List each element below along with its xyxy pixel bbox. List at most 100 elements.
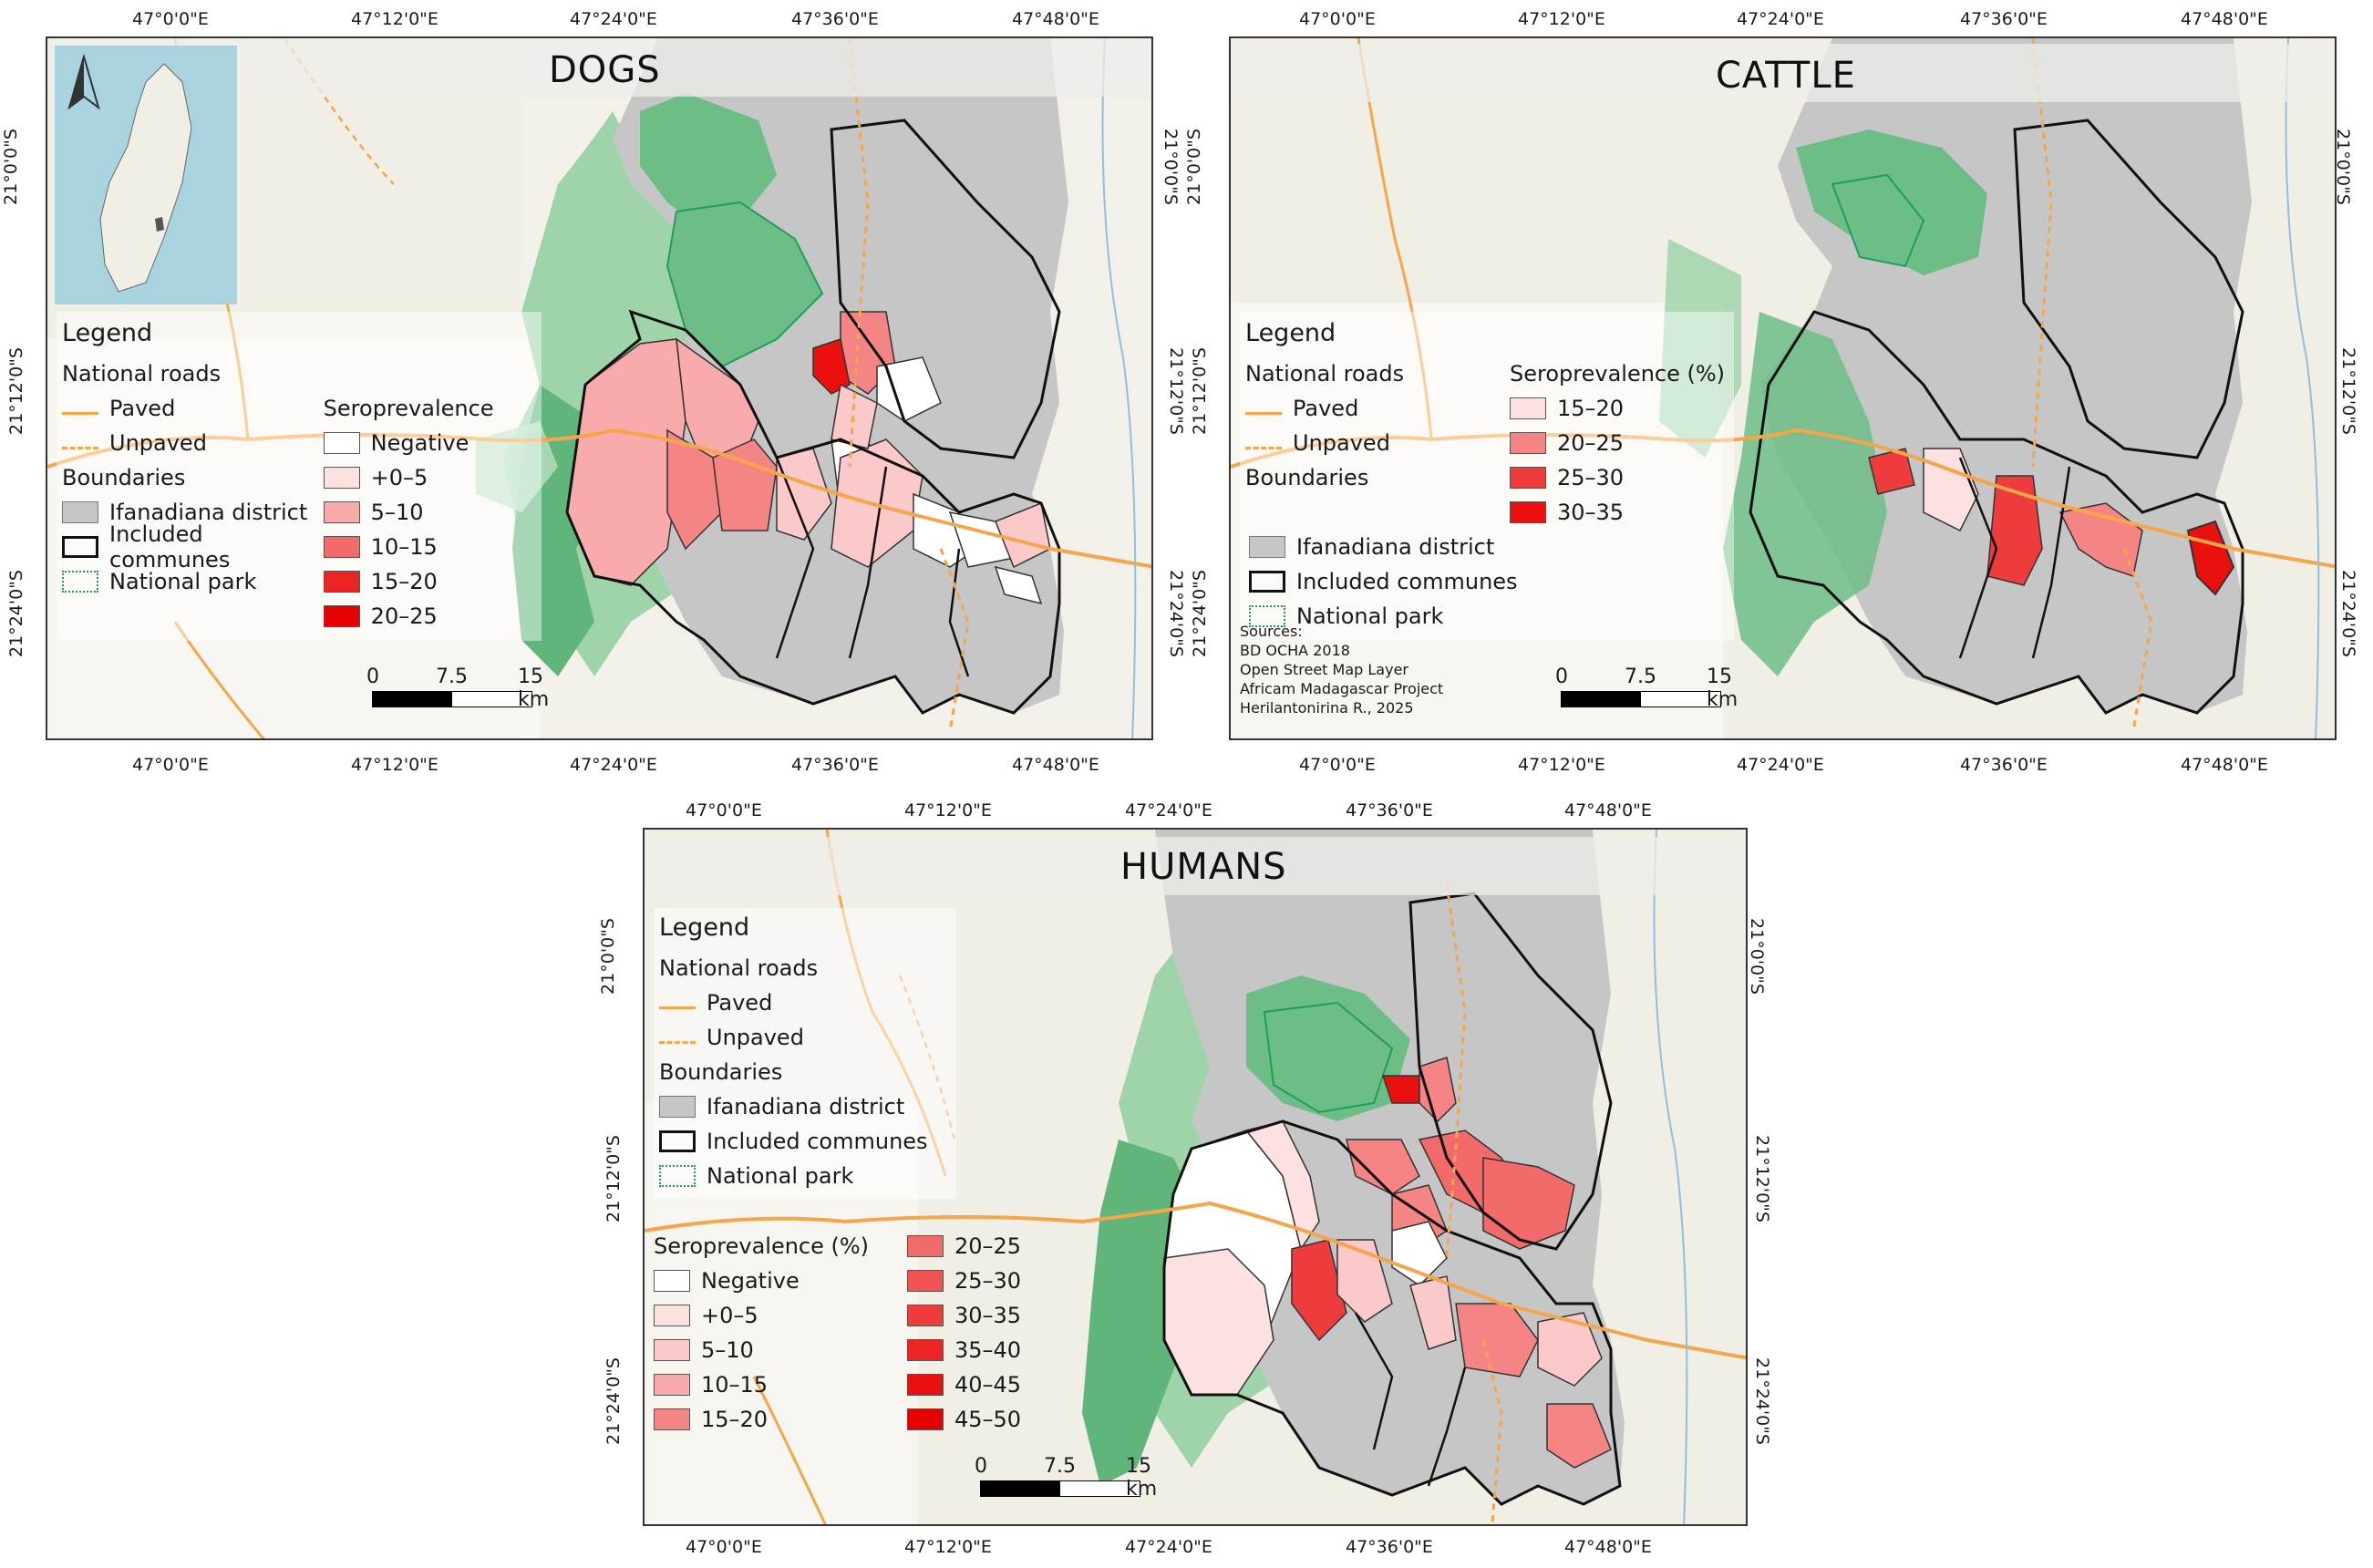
legend: Legend National roads Paved Unpaved Boun… bbox=[1240, 312, 1734, 641]
lon-tick: 47°24'0"E bbox=[570, 755, 657, 775]
unpaved-road-symbol bbox=[62, 437, 98, 449]
communes-symbol bbox=[659, 1130, 696, 1152]
sources-line: Open Street Map Layer bbox=[1240, 661, 1408, 678]
lon-tick: 47°0'0"E bbox=[1299, 9, 1376, 29]
paved-road-symbol bbox=[1245, 402, 1282, 415]
class-label: 15–20 bbox=[1557, 396, 1625, 421]
lat-tick: 21°0'0"S bbox=[1160, 129, 1181, 205]
sources-note: Sources: BD OCHA 2018 Open Street Map La… bbox=[1240, 622, 1443, 717]
scale-label: 7.5 bbox=[1625, 665, 1656, 688]
lat-tick: 21°24'0"S bbox=[603, 1357, 624, 1445]
lon-tick: 47°24'0"E bbox=[1737, 755, 1824, 775]
boundaries-heading: Boundaries bbox=[659, 1059, 783, 1085]
class-label: 10–15 bbox=[370, 534, 438, 560]
scale-label: 7.5 bbox=[436, 665, 468, 688]
sources-line: Herilantonirina R., 2025 bbox=[1240, 699, 1414, 717]
class-label: 15–20 bbox=[701, 1407, 769, 1432]
district-symbol bbox=[62, 501, 98, 523]
legend: Legend National roads Paved Unpaved Boun… bbox=[654, 908, 956, 1199]
seroprevalence-legend: Seroprevalence (%) Negative +0–5 5–10 10… bbox=[654, 1229, 927, 1437]
lon-tick: 47°24'0"E bbox=[1125, 800, 1212, 820]
sources-line: BD OCHA 2018 bbox=[1240, 642, 1350, 659]
seroprevalence-heading: Seroprevalence (%) bbox=[1510, 361, 1726, 387]
humans-map-frame: HUMANS Legend National roads Paved Unpav… bbox=[643, 828, 1748, 1526]
lat-tick: 21°12'0"S bbox=[2337, 347, 2358, 435]
title-band bbox=[645, 837, 1746, 895]
lon-tick: 47°12'0"E bbox=[351, 755, 438, 775]
scale-label: 15 km bbox=[1707, 665, 1738, 711]
class-swatch bbox=[907, 1339, 944, 1361]
class-label: Negative bbox=[370, 430, 469, 456]
class-swatch bbox=[907, 1235, 944, 1257]
lon-tick: 47°12'0"E bbox=[904, 1537, 992, 1557]
title-band bbox=[1231, 44, 2335, 102]
class-label: 25–30 bbox=[1557, 465, 1625, 490]
paved-label: Paved bbox=[707, 990, 773, 1016]
communes-label: Included communes bbox=[1296, 569, 1518, 594]
lon-tick: 47°12'0"E bbox=[351, 9, 438, 29]
park-symbol bbox=[1249, 605, 1285, 627]
lon-tick: 47°48'0"E bbox=[2181, 755, 2268, 775]
class-swatch bbox=[1510, 397, 1546, 419]
class-label: 45–50 bbox=[954, 1407, 1022, 1432]
scale-label: 0 bbox=[366, 665, 379, 688]
lon-tick: 47°12'0"E bbox=[904, 800, 992, 820]
class-swatch bbox=[323, 605, 360, 627]
class-swatch bbox=[654, 1339, 690, 1361]
lat-tick: 21°0'0"S bbox=[597, 918, 618, 995]
class-label: 20–25 bbox=[1557, 430, 1625, 456]
class-swatch bbox=[1510, 432, 1546, 454]
class-label: 35–40 bbox=[954, 1337, 1022, 1363]
roads-heading: National roads bbox=[659, 955, 819, 981]
scale-label: 15 km bbox=[1126, 1455, 1158, 1501]
lon-tick: 47°36'0"E bbox=[1346, 1537, 1433, 1557]
madagascar-inset-map bbox=[55, 46, 237, 304]
dogs-map bbox=[47, 38, 1151, 738]
dogs-map-frame: DOGS Legend National roads Paved Unpaved… bbox=[46, 36, 1153, 740]
unpaved-label: Unpaved bbox=[1293, 430, 1390, 456]
unpaved-label: Unpaved bbox=[109, 430, 207, 456]
communes-symbol bbox=[62, 536, 98, 558]
map-title: CATTLE bbox=[1716, 55, 1856, 97]
class-label: Negative bbox=[701, 1268, 800, 1294]
cattle-map-frame: CATTLE Legend National roads Paved Unpav… bbox=[1229, 36, 2337, 740]
roads-heading: National roads bbox=[62, 361, 222, 387]
lon-tick: 47°0'0"E bbox=[1299, 755, 1376, 775]
lon-tick: 47°48'0"E bbox=[1012, 9, 1099, 29]
class-label: 5–10 bbox=[701, 1337, 754, 1363]
paved-road-symbol bbox=[62, 402, 98, 415]
unpaved-road-symbol bbox=[1245, 437, 1282, 449]
communes-symbol bbox=[1249, 571, 1285, 593]
scale-label: 7.5 bbox=[1044, 1455, 1076, 1478]
lon-tick: 47°24'0"E bbox=[1737, 9, 1824, 29]
paved-label: Paved bbox=[109, 396, 176, 421]
sources-line: Sources: bbox=[1240, 623, 1303, 640]
park-symbol bbox=[62, 571, 98, 593]
lat-tick: 21°24'0"S bbox=[2337, 570, 2358, 657]
class-swatch bbox=[907, 1270, 944, 1292]
boundaries-heading: Boundaries bbox=[1245, 465, 1369, 490]
lon-tick: 47°12'0"E bbox=[1518, 9, 1605, 29]
class-swatch bbox=[654, 1408, 690, 1430]
lon-tick: 47°36'0"E bbox=[1960, 9, 2048, 29]
class-swatch bbox=[1510, 467, 1546, 489]
lon-tick: 47°48'0"E bbox=[2181, 9, 2268, 29]
unpaved-road-symbol bbox=[659, 1031, 696, 1044]
seroprevalence-heading: Seroprevalence (%) bbox=[323, 396, 494, 456]
lon-tick: 47°36'0"E bbox=[791, 9, 879, 29]
class-label: 20–25 bbox=[370, 603, 438, 629]
class-label: 5–10 bbox=[370, 500, 424, 525]
communes-label: Included communes bbox=[109, 521, 231, 573]
scale-bar: 0 7.5 15 km bbox=[366, 665, 573, 711]
map-title: HUMANS bbox=[1120, 846, 1287, 888]
north-arrow-icon bbox=[67, 55, 100, 109]
lat-tick: 21°12'0"S bbox=[1189, 347, 1210, 435]
park-label: National park bbox=[1296, 603, 1444, 629]
unpaved-label: Unpaved bbox=[707, 1025, 804, 1050]
class-swatch bbox=[654, 1305, 690, 1326]
scale-label: 0 bbox=[975, 1455, 987, 1478]
class-swatch bbox=[1510, 501, 1546, 523]
humans-map bbox=[645, 830, 1746, 1524]
district-label: Ifanadiana district bbox=[1296, 534, 1495, 560]
class-label: 25–30 bbox=[954, 1268, 1022, 1294]
